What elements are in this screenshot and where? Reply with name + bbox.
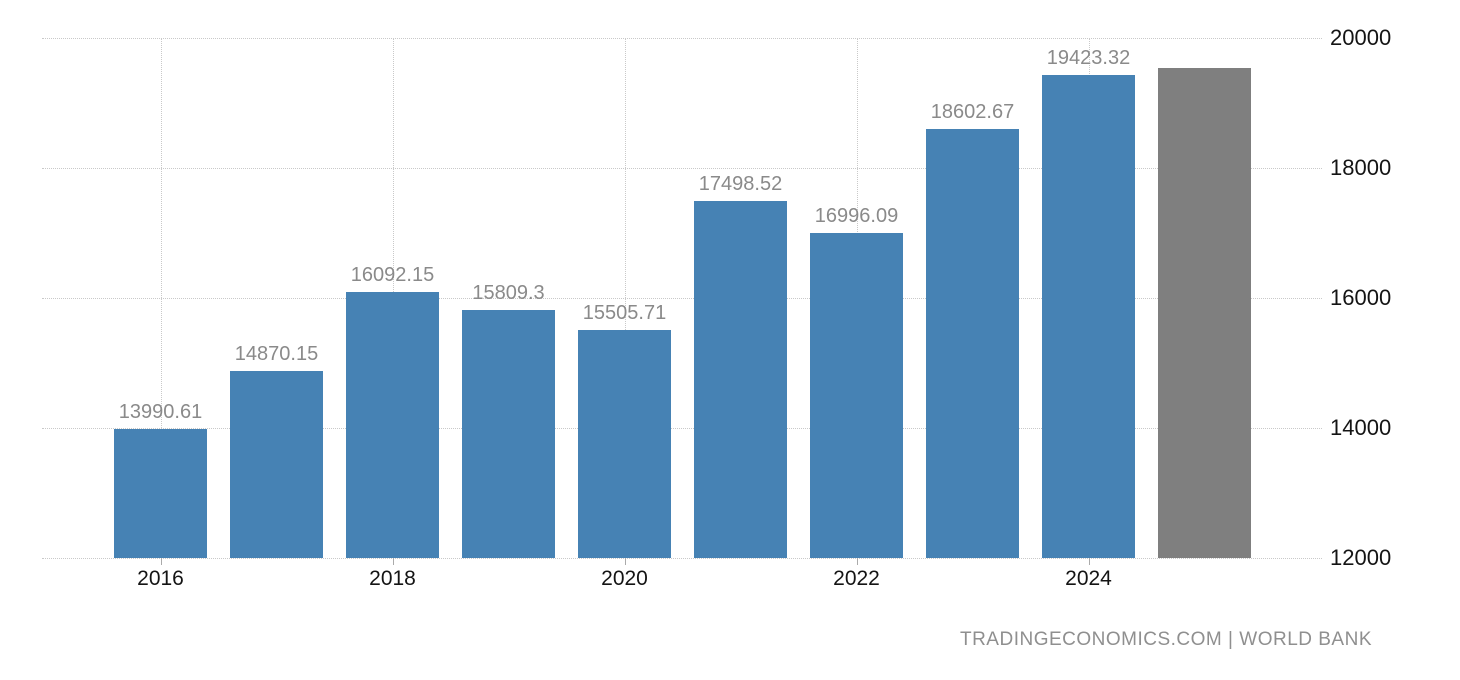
y-axis-tick-label: 12000 (1330, 545, 1392, 570)
bar[interactable] (810, 233, 903, 558)
y-axis-tick-label: 14000 (1330, 415, 1392, 440)
x-axis-tick (392, 558, 394, 565)
bar-value-label: 14870.15 (234, 343, 319, 366)
x-axis-tick (1088, 558, 1090, 565)
h-gridline (42, 298, 1322, 299)
bar[interactable] (114, 428, 207, 558)
bar-value-label: 16092.15 (350, 264, 435, 287)
x-axis-tick-label: 2022 (833, 567, 880, 590)
bar[interactable] (578, 330, 671, 558)
x-axis-tick-label: 2024 (1065, 567, 1112, 590)
h-gridline (42, 38, 1322, 39)
bar[interactable] (462, 310, 555, 558)
h-gridline (42, 428, 1322, 429)
bar-value-label: 16996.09 (814, 205, 899, 228)
x-axis-tick (856, 558, 858, 565)
v-gridline (624, 38, 626, 558)
bar-value-label: 15505.71 (582, 302, 667, 325)
x-axis-tick (160, 558, 162, 565)
bar[interactable] (230, 371, 323, 558)
v-gridline (160, 38, 162, 558)
bar[interactable] (346, 292, 439, 558)
x-axis-tick-label: 2016 (137, 567, 184, 590)
y-axis-tick-label: 18000 (1330, 155, 1392, 180)
x-axis-tick-label: 2020 (601, 567, 648, 590)
bar-forecast[interactable] (1158, 67, 1251, 558)
bar[interactable] (1042, 75, 1135, 558)
x-axis-tick-label: 2018 (369, 567, 416, 590)
bar-value-label: 15809.3 (472, 282, 545, 305)
y-axis-tick-label: 16000 (1330, 285, 1392, 310)
bar-value-label: 18602.67 (930, 100, 1015, 123)
bar[interactable] (926, 128, 1019, 558)
bar-value-label: 13990.61 (118, 400, 203, 423)
x-axis-tick (624, 558, 626, 565)
attribution-text: TRADINGECONOMICS.COM | WORLD BANK (959, 629, 1372, 650)
y-axis-tick-label: 20000 (1330, 25, 1392, 50)
h-gridline (42, 558, 1322, 559)
plot-area: 13990.61 14870.15 16092.15 15809.3 15505.71 1… (42, 38, 1322, 559)
bar-value-label: 19423.32 (1046, 47, 1131, 70)
bar-value-label: 17498.52 (698, 172, 783, 195)
bar[interactable] (694, 200, 787, 558)
h-gridline (42, 168, 1322, 169)
